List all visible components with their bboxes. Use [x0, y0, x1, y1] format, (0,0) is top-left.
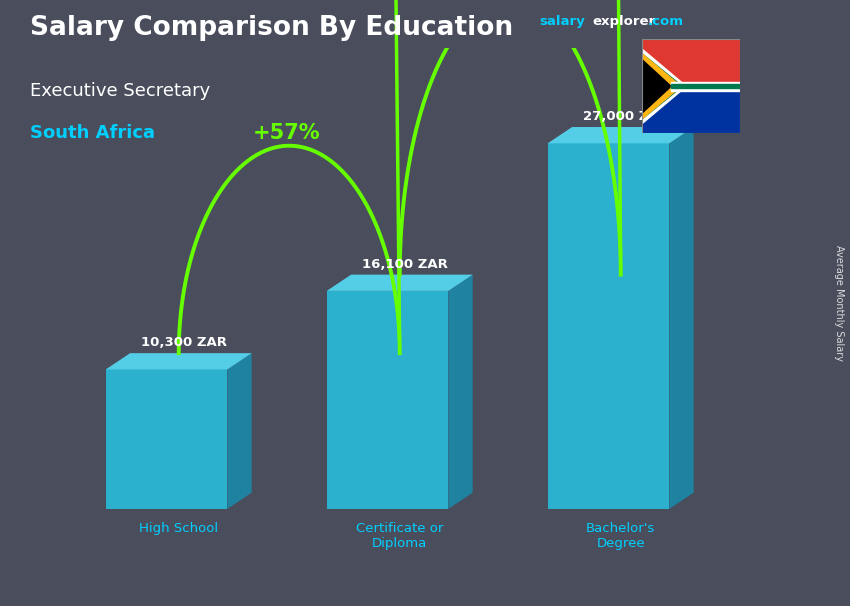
- Bar: [642, 87, 740, 133]
- Polygon shape: [326, 275, 473, 291]
- Polygon shape: [547, 127, 694, 143]
- Bar: [642, 39, 740, 87]
- Text: .com: .com: [648, 15, 683, 28]
- Text: salary: salary: [540, 15, 586, 28]
- Bar: [547, 143, 670, 509]
- Bar: [326, 291, 449, 509]
- Polygon shape: [642, 53, 681, 119]
- Bar: [105, 370, 227, 509]
- Text: +57%: +57%: [253, 124, 320, 144]
- Bar: [672, 84, 740, 88]
- Text: Executive Secretary: Executive Secretary: [30, 82, 210, 100]
- Polygon shape: [105, 353, 252, 370]
- Text: Average Monthly Salary: Average Monthly Salary: [834, 245, 844, 361]
- Text: Bachelor's
Degree: Bachelor's Degree: [586, 522, 655, 550]
- Polygon shape: [670, 127, 694, 509]
- Text: 10,300 ZAR: 10,300 ZAR: [141, 336, 227, 349]
- Text: 16,100 ZAR: 16,100 ZAR: [362, 258, 448, 270]
- Bar: [672, 82, 740, 90]
- Polygon shape: [449, 275, 473, 509]
- Text: South Africa: South Africa: [30, 124, 155, 142]
- Polygon shape: [642, 53, 681, 119]
- Polygon shape: [227, 353, 252, 509]
- Polygon shape: [642, 53, 681, 119]
- Text: explorer: explorer: [592, 15, 655, 28]
- Text: Salary Comparison By Education: Salary Comparison By Education: [30, 15, 513, 41]
- Text: Certificate or
Diploma: Certificate or Diploma: [356, 522, 444, 550]
- Polygon shape: [642, 49, 684, 124]
- Polygon shape: [642, 59, 672, 113]
- Text: High School: High School: [139, 522, 218, 536]
- Text: 27,000 ZAR: 27,000 ZAR: [583, 110, 669, 123]
